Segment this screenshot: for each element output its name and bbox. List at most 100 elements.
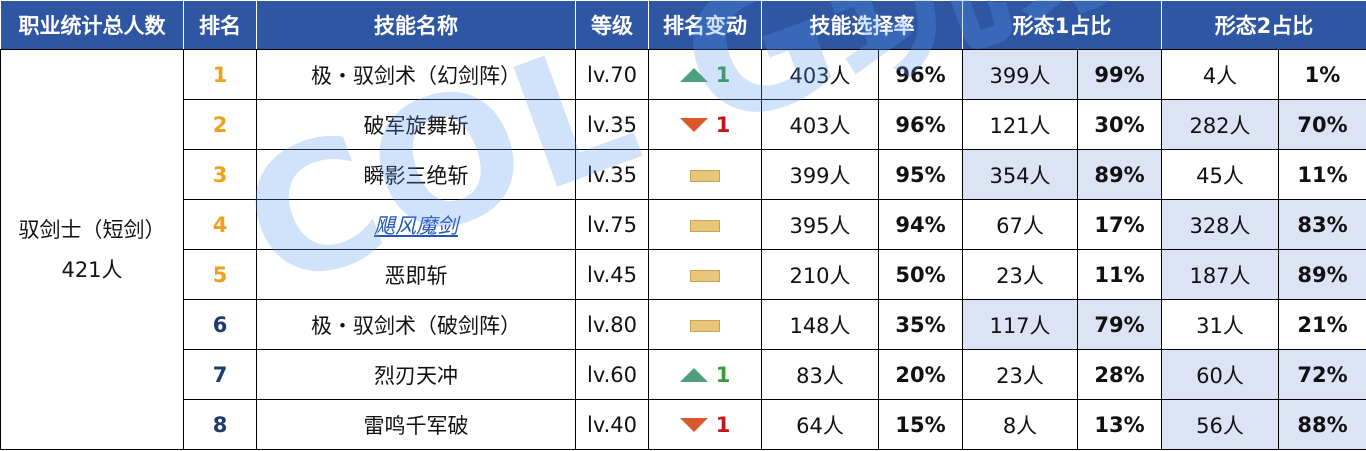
select-count-cell: 64人 [761, 399, 879, 450]
form2-pct-cell: 83% [1278, 199, 1366, 250]
rank-change-cell: 1 [648, 99, 762, 150]
rank-cell: 1 [183, 49, 257, 100]
rank-unchanged-icon [690, 269, 720, 282]
skill-name-cell: 飓风魔剑 [256, 199, 576, 250]
form2-pct-cell: 88% [1278, 399, 1366, 450]
level-cell: lv.35 [575, 149, 649, 200]
form1-count-cell: 117人 [962, 299, 1078, 350]
level-cell: lv.75 [575, 199, 649, 250]
skill-name-cell: 极・驭剑术（幻剑阵） [256, 49, 576, 100]
rank-cell: 3 [183, 149, 257, 200]
form1-pct-cell: 99% [1077, 49, 1162, 100]
select-pct-cell: 95% [878, 149, 963, 200]
rank-change-cell: 1 [648, 399, 762, 450]
form1-count-cell: 399人 [962, 49, 1078, 100]
table-row: 3 瞬影三绝斩 lv.35 399人 95% 354人 89% 45人 11% [1, 149, 1366, 200]
level-cell: lv.40 [575, 399, 649, 450]
select-count-cell: 403人 [761, 49, 879, 100]
select-pct-cell: 94% [878, 199, 963, 250]
skill-name-cell: 极・驭剑术（破剑阵） [256, 299, 576, 350]
table-row: 驭剑士（短剑） 421人 1 极・驭剑术（幻剑阵） lv.70 1 403人 96% 399人… [0, 49, 1366, 450]
level-cell: lv.80 [575, 299, 649, 350]
form1-count-cell: 121人 [962, 99, 1078, 150]
form1-count-cell: 354人 [962, 149, 1078, 200]
header-level: 等级 [575, 0, 649, 50]
form1-count-cell: 23人 [962, 249, 1078, 300]
rank-change-cell [648, 199, 762, 250]
form2-count-cell: 31人 [1161, 299, 1279, 350]
skill-name-cell: 烈刃天冲 [256, 349, 576, 400]
rank-unchanged-icon [690, 169, 720, 182]
rank-cell: 2 [183, 99, 257, 150]
header-form1: 形态1占比 [962, 0, 1162, 50]
form2-count-cell: 187人 [1161, 249, 1279, 300]
header-job-total: 职业统计总人数 [0, 0, 184, 50]
table-row: 6 极・驭剑术（破剑阵） lv.80 148人 35% 117人 79% 31人 21% [1, 299, 1366, 350]
form2-count-cell: 56人 [1161, 399, 1279, 450]
rank-up-icon [679, 367, 708, 382]
change-number: 1 [715, 412, 731, 437]
rank-cell: 4 [183, 199, 257, 250]
change-number: 1 [715, 362, 731, 387]
skill-name-cell: 破军旋舞斩 [256, 99, 576, 150]
change-number: 1 [715, 62, 731, 87]
select-count-cell: 210人 [761, 249, 879, 300]
form1-pct-cell: 17% [1077, 199, 1162, 250]
job-name: 驭剑士（短剑） [18, 217, 166, 242]
rank-down-icon [679, 117, 708, 132]
select-count-cell: 399人 [761, 149, 879, 200]
select-count-cell: 403人 [761, 99, 879, 150]
table-row: 7 烈刃天冲 lv.60 1 83人 20% 23人 28% 60人 72% [1, 349, 1366, 400]
rank-cell: 8 [183, 399, 257, 450]
select-pct-cell: 96% [878, 49, 963, 100]
header-select-rate: 技能选择率 [761, 0, 963, 50]
level-cell: lv.60 [575, 349, 649, 400]
rank-cell: 5 [183, 249, 257, 300]
form2-pct-cell: 89% [1278, 249, 1366, 300]
skill-name-cell: 瞬影三绝斩 [256, 149, 576, 200]
rank-up-icon [679, 67, 708, 82]
form2-pct-cell: 72% [1278, 349, 1366, 400]
rank-change-cell [648, 249, 762, 300]
form1-count-cell: 23人 [962, 349, 1078, 400]
rank-change-cell: 1 [648, 349, 762, 400]
form2-count-cell: 4人 [1161, 49, 1279, 100]
form2-pct-cell: 11% [1278, 149, 1366, 200]
job-total: 421人 [61, 257, 123, 282]
form1-pct-cell: 89% [1077, 149, 1162, 200]
select-pct-cell: 20% [878, 349, 963, 400]
select-pct-cell: 15% [878, 399, 963, 450]
form2-pct-cell: 1% [1278, 49, 1366, 100]
table-row: 4 飓风魔剑 lv.75 395人 94% 67人 17% 328人 83% [1, 199, 1366, 250]
rank-change-cell: 1 [648, 49, 762, 100]
select-count-cell: 148人 [761, 299, 879, 350]
header-form2: 形态2占比 [1161, 0, 1366, 50]
form1-pct-cell: 79% [1077, 299, 1162, 350]
form1-pct-cell: 13% [1077, 399, 1162, 450]
rank-change-cell [648, 299, 762, 350]
select-pct-cell: 96% [878, 99, 963, 150]
level-cell: lv.70 [575, 49, 649, 100]
table-row: 2 破军旋舞斩 lv.35 1 403人 96% 121人 30% 282人 70% [1, 99, 1366, 150]
rank-unchanged-icon [690, 319, 720, 332]
skill-name-cell: 恶即斩 [256, 249, 576, 300]
select-pct-cell: 35% [878, 299, 963, 350]
skill-link[interactable]: 飓风魔剑 [374, 213, 458, 238]
level-cell: lv.45 [575, 249, 649, 300]
form2-count-cell: 60人 [1161, 349, 1279, 400]
select-count-cell: 395人 [761, 199, 879, 250]
header-skill-name: 技能名称 [256, 0, 576, 50]
table-row: 5 恶即斩 lv.45 210人 50% 23人 11% 187人 89% [1, 249, 1366, 300]
rank-cell: 7 [183, 349, 257, 400]
rank-down-icon [679, 417, 708, 432]
form2-pct-cell: 70% [1278, 99, 1366, 150]
rank-cell: 6 [183, 299, 257, 350]
form2-pct-cell: 21% [1278, 299, 1366, 350]
rank-unchanged-icon [690, 219, 720, 232]
level-cell: lv.35 [575, 99, 649, 150]
change-number: 1 [715, 112, 731, 137]
form1-pct-cell: 11% [1077, 249, 1162, 300]
header-rank: 排名 [183, 0, 257, 50]
rank-change-cell [648, 149, 762, 200]
